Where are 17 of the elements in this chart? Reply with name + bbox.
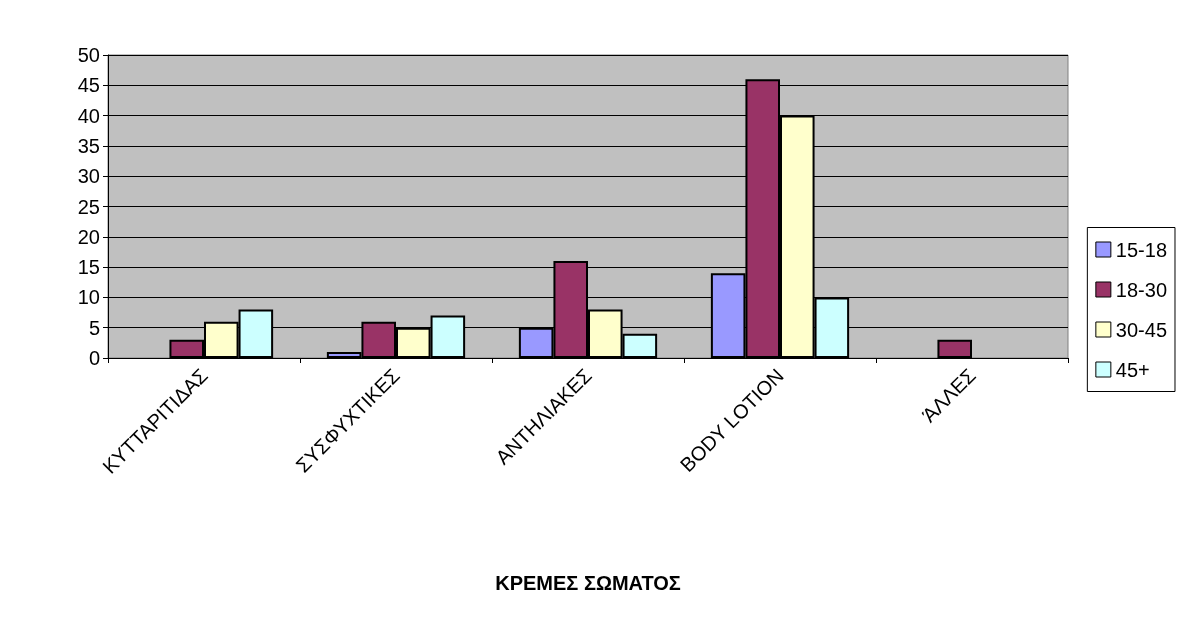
y-tick-label: 40 [77,104,100,127]
y-tick-label: 15 [77,256,100,279]
y-tick-label: 25 [77,195,100,218]
bar [937,339,972,358]
legend-label: 15-18 [1115,238,1167,261]
y-tick-label: 5 [88,316,100,339]
y-tick-label: 35 [77,134,100,157]
y-tick-label: 0 [88,347,100,369]
legend-label: 30-45 [1115,318,1167,341]
legend-label: 18-30 [1115,278,1167,301]
y-tick-label: 30 [77,165,100,188]
y-tick-label: 45 [77,74,100,97]
x-axis-title: ΚΡΕΜΕΣ ΣΩΜΑΤΟΣ [495,572,681,594]
y-tick-label: 10 [77,286,100,309]
y-tick-label: 20 [77,225,100,248]
y-tick-label: 50 [77,44,100,66]
legend-label: 45+ [1115,358,1150,381]
